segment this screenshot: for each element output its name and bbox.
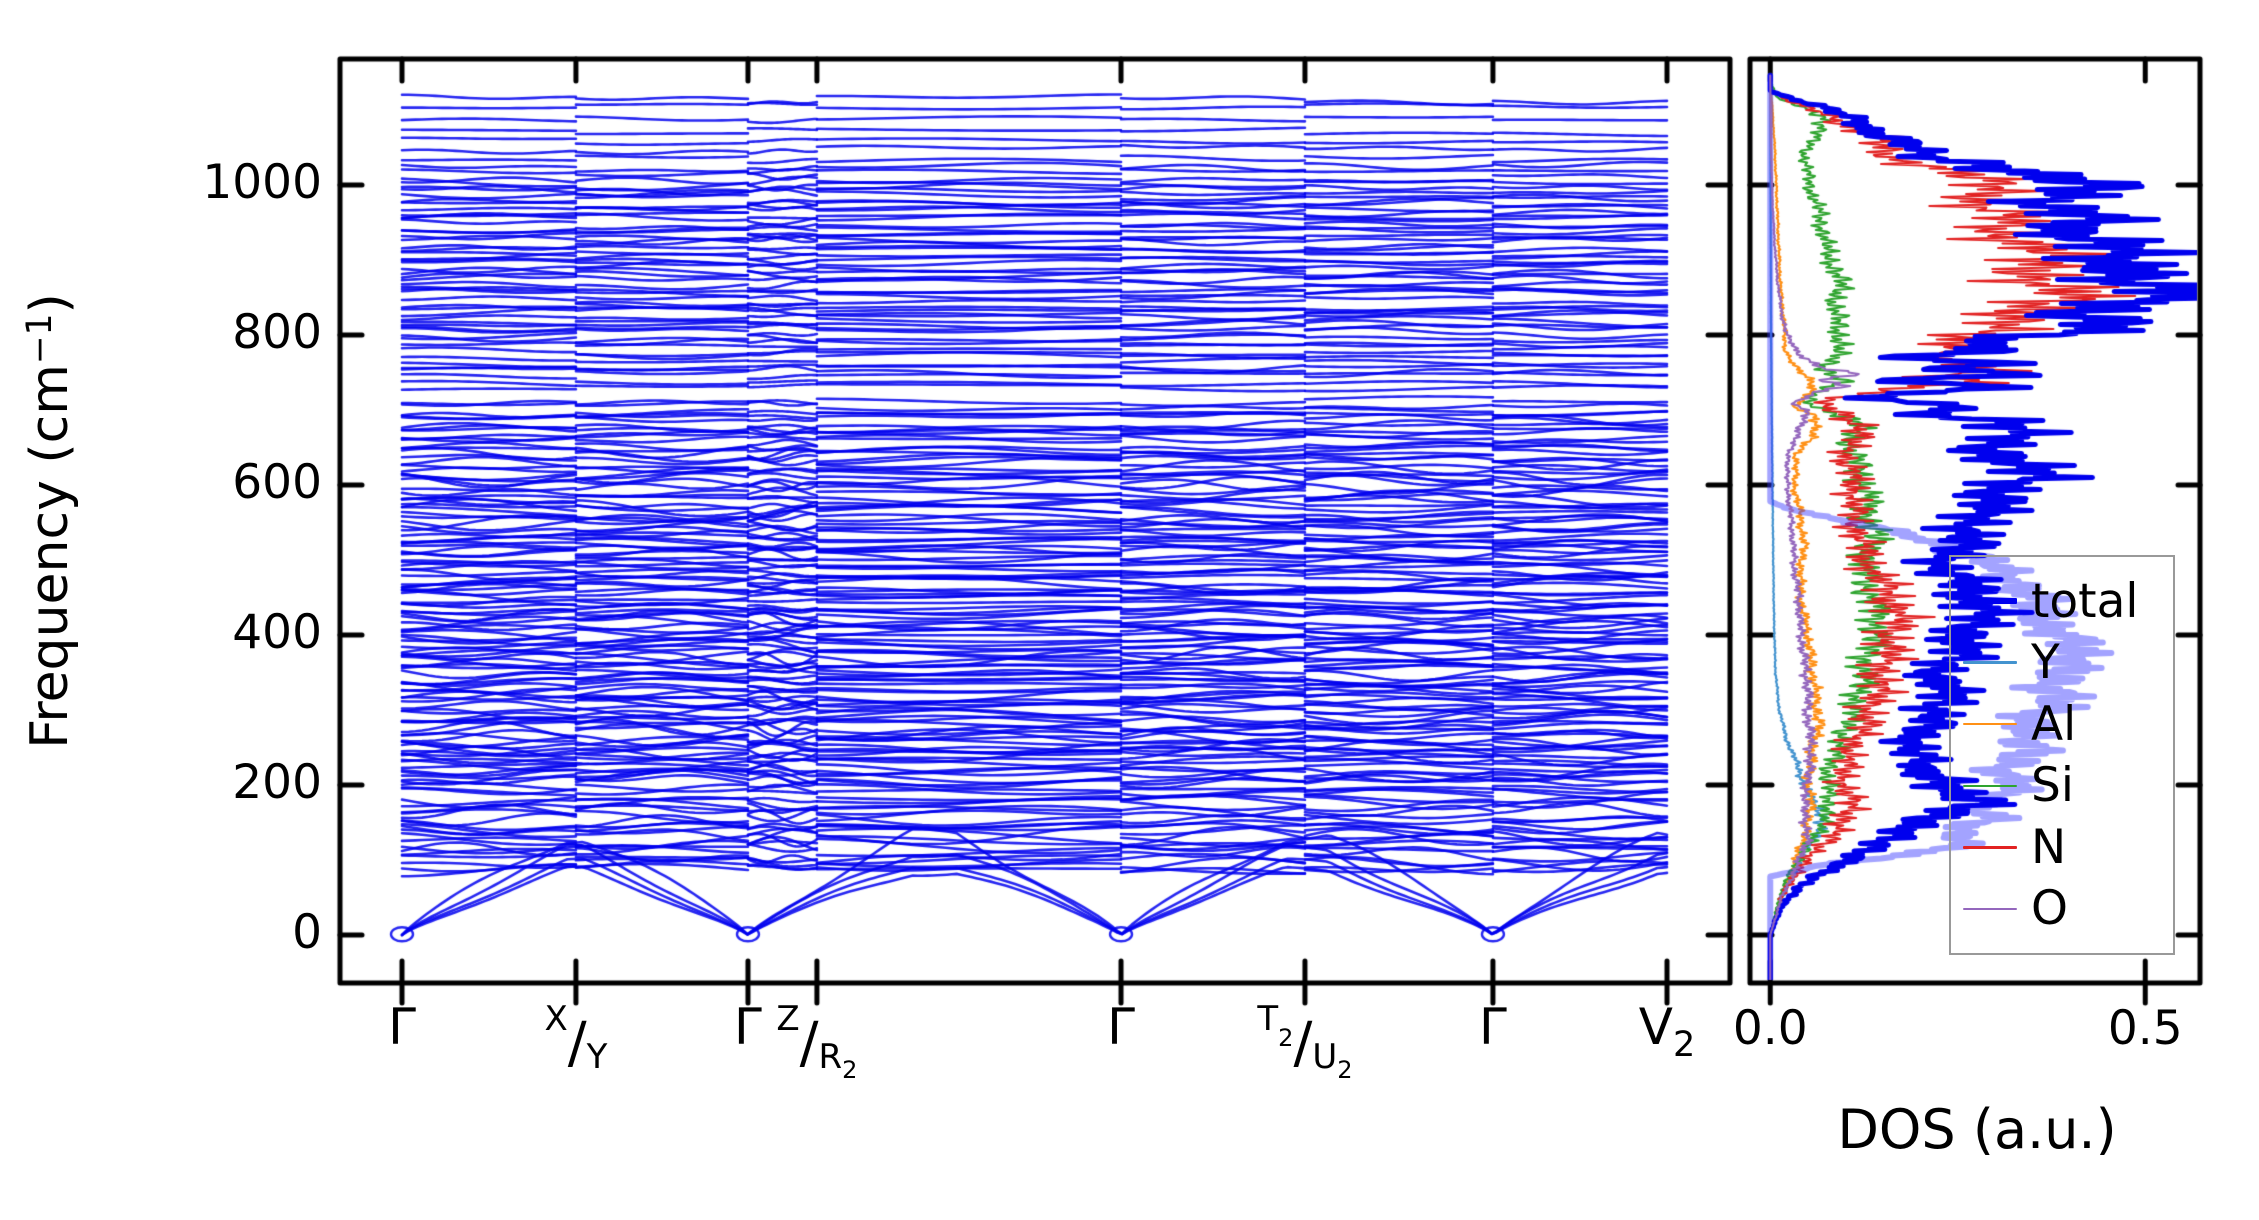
frequency-tick-label: 200 (232, 755, 322, 810)
label-token: Z (776, 999, 800, 1039)
legend-label: O (2031, 881, 2068, 937)
dos-tick-label: 0.5 (2107, 1001, 2183, 1056)
dos-legend: total Y Al Si N O (1949, 555, 2175, 955)
label-token: −1 (20, 313, 60, 365)
legend-entry: O (1963, 885, 2161, 932)
legend-entry: total (1963, 578, 2161, 625)
legend-entry: N (1963, 824, 2161, 871)
label-token: Y (586, 1037, 608, 1077)
label-token: / (799, 1011, 819, 1076)
legend-entry: Y (1963, 639, 2161, 686)
label-token: Γ (734, 998, 762, 1056)
kpoint-tick-label: V2 (1639, 1002, 1696, 1063)
kpoint-tick-label: X/Y (544, 1002, 607, 1074)
legend-line-swatch (1963, 907, 2017, 911)
frequency-tick-label: 400 (232, 605, 322, 660)
label-token: / (567, 1011, 587, 1076)
kpoint-tick-label: Γ (1479, 1002, 1507, 1052)
label-token: Γ (388, 998, 416, 1056)
kpoint-tick-label: Z/R2 (776, 1002, 857, 1082)
label-token: 2 (1337, 1056, 1353, 1084)
label-token: U (1312, 1037, 1338, 1077)
label-token: 2 (1672, 1025, 1696, 1065)
legend-label: Y (2031, 635, 2060, 691)
label-token: R (818, 1037, 843, 1077)
frequency-tick-label: 600 (232, 455, 322, 510)
label-token: Γ (1478, 998, 1507, 1056)
legend-entry: Si (1963, 762, 2161, 809)
legend-label: Si (2031, 758, 2074, 814)
legend-line-swatch (1963, 722, 2017, 726)
frequency-tick-label: 0 (292, 905, 322, 960)
legend-line-swatch (1963, 598, 2017, 605)
label-token: ) (20, 293, 80, 314)
legend-label: total (2031, 573, 2139, 629)
label-token: 2 (1278, 1024, 1294, 1052)
legend-line-swatch (1963, 661, 2017, 664)
kpoint-tick-label: Γ (1107, 1002, 1135, 1052)
dos-tick-label: 0.0 (1732, 1001, 1808, 1056)
kpoint-tick-label: Γ (734, 1002, 762, 1052)
label-token: 2 (842, 1056, 858, 1084)
legend-label: Al (2031, 696, 2077, 752)
label-token: / (1293, 1011, 1313, 1076)
kpoint-tick-label: Γ (388, 1002, 416, 1052)
frequency-tick-label: 1000 (202, 155, 322, 210)
frequency-axis-label: Frequency (cm−1) (20, 59, 80, 983)
label-token: V (1638, 998, 1673, 1056)
label-token: X (544, 999, 568, 1039)
legend-line-swatch (1963, 784, 2017, 787)
legend-entry: Al (1963, 701, 2161, 748)
dos-axis-label: DOS (a.u.) (1837, 1098, 2117, 1161)
kpoint-tick-label: T2/U2 (1257, 1002, 1352, 1082)
label-token: T (1257, 999, 1279, 1039)
legend-label: N (2031, 819, 2067, 875)
frequency-tick-label: 800 (232, 305, 322, 360)
legend-line-swatch (1963, 846, 2017, 849)
label-token: Frequency (cm (20, 364, 80, 749)
label-token: Γ (1107, 998, 1135, 1056)
